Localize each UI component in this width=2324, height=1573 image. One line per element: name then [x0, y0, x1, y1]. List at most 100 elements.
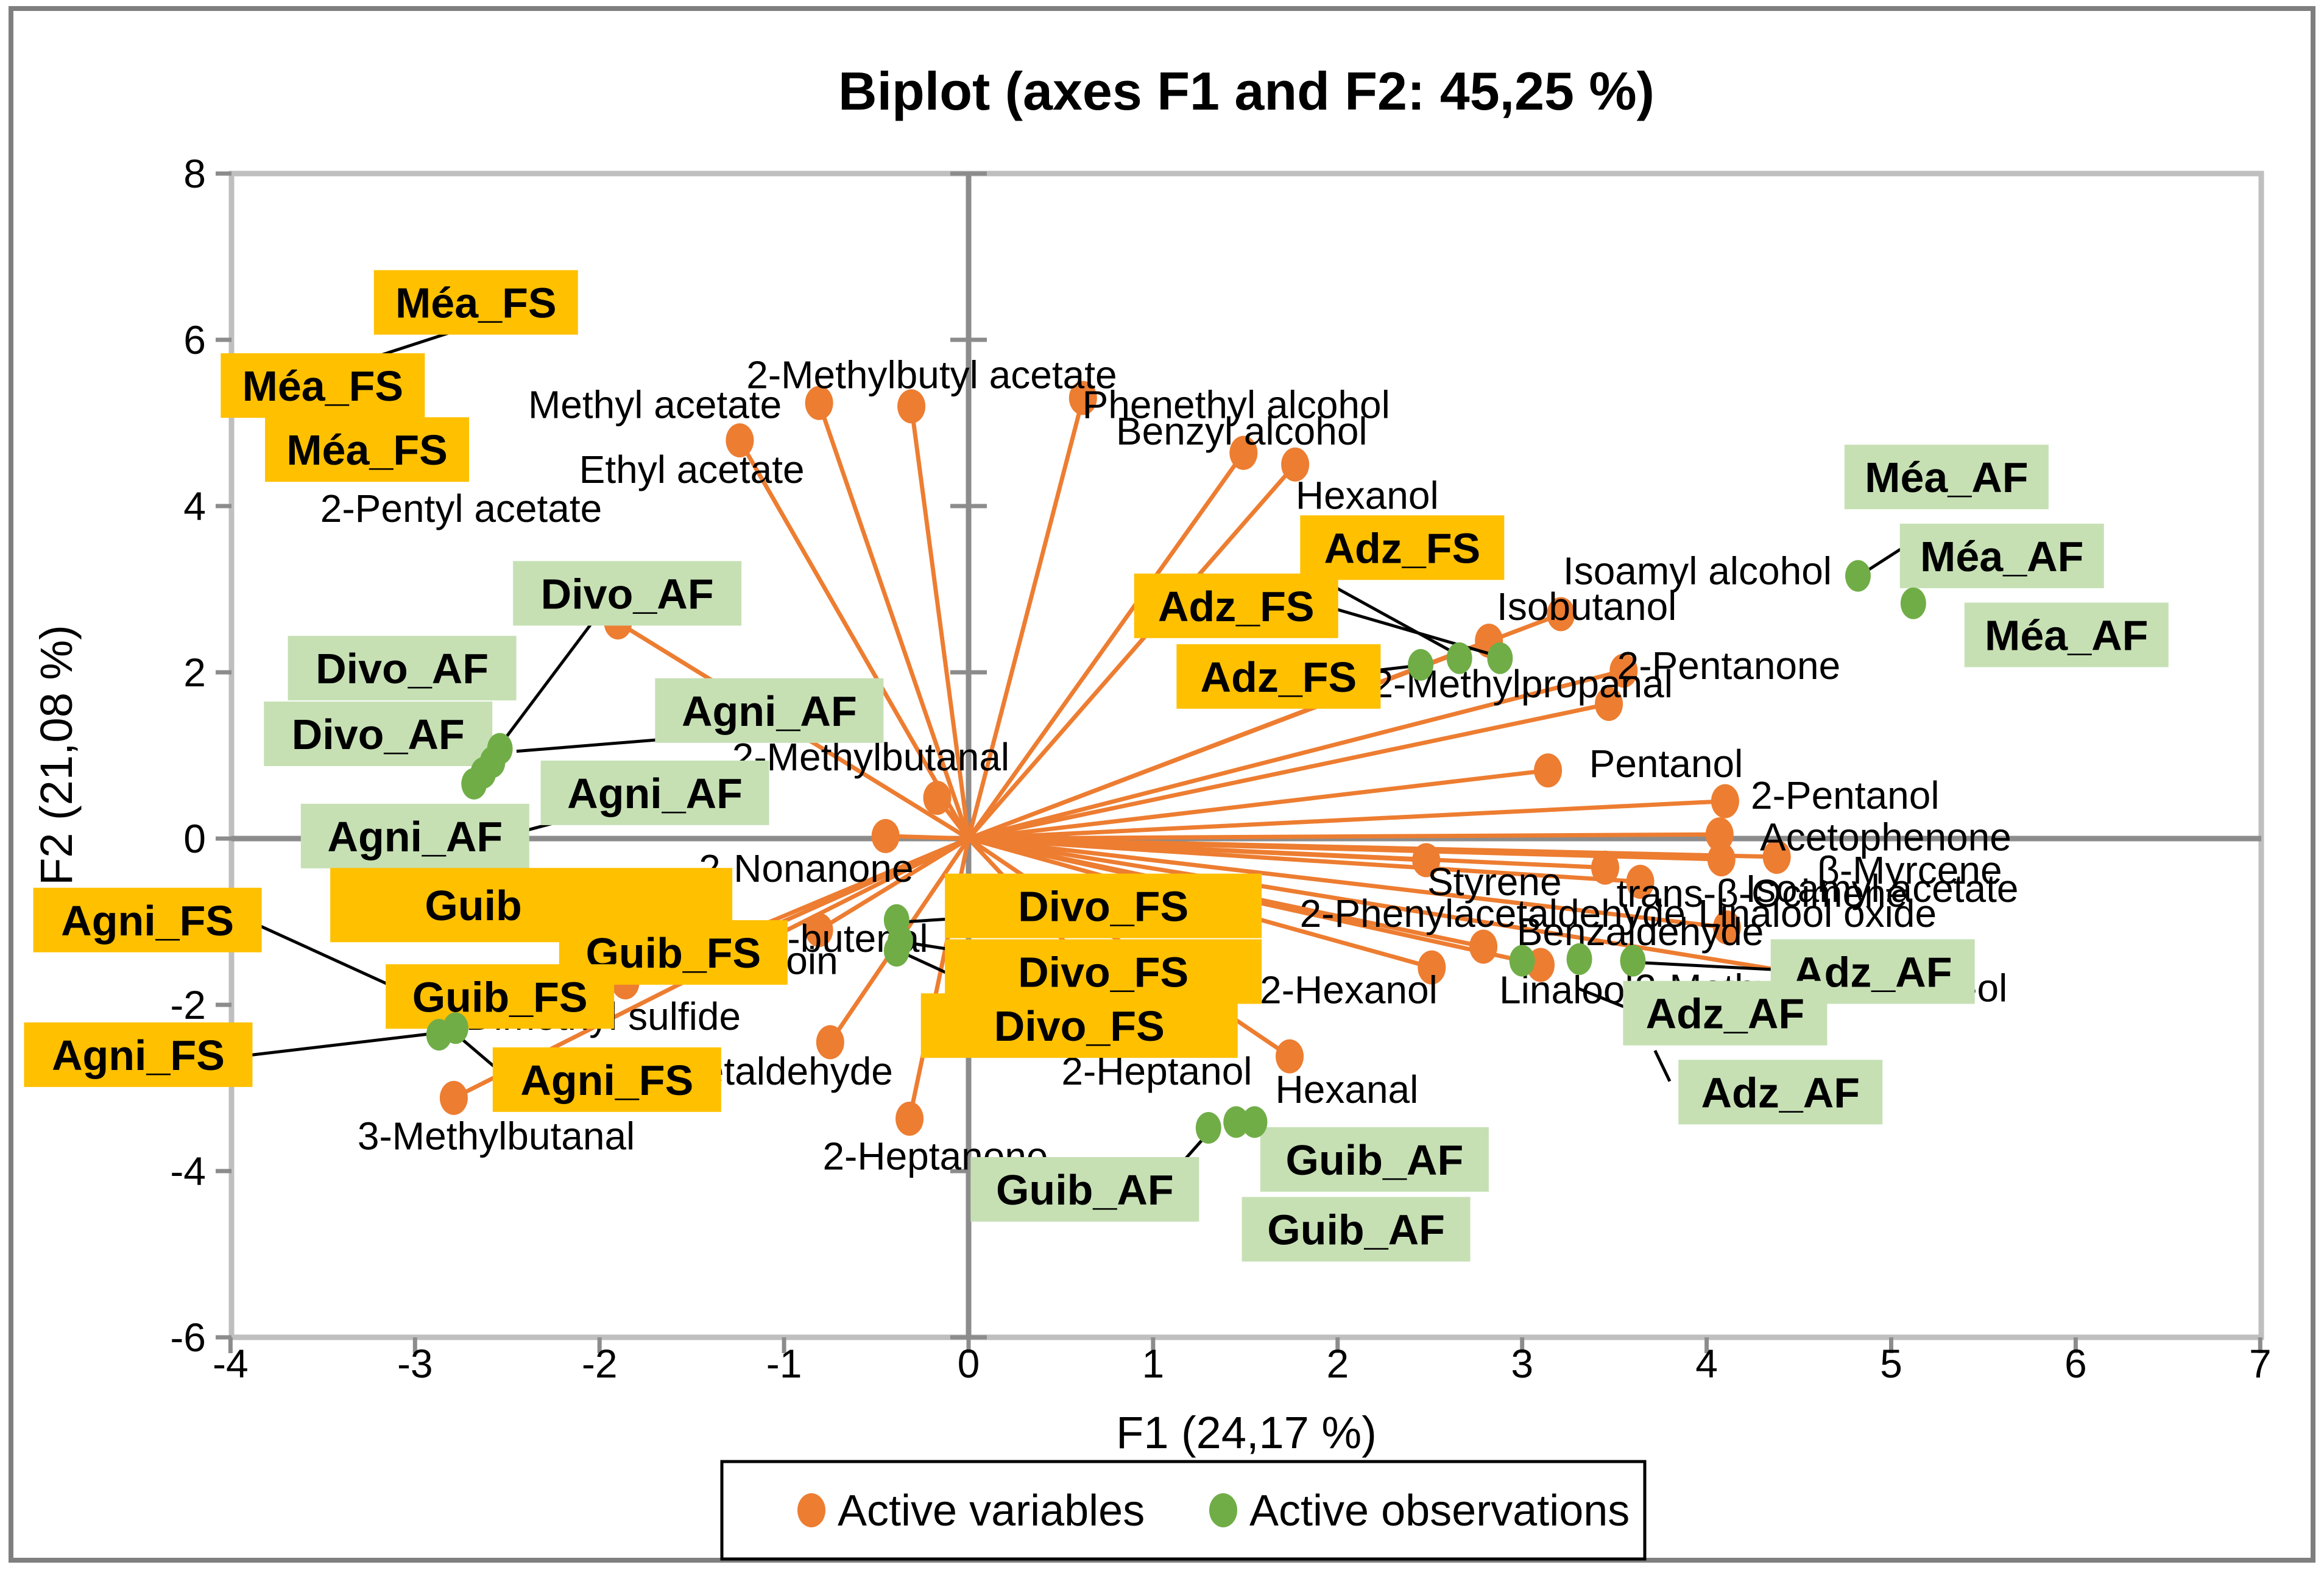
variable-dot — [1547, 597, 1575, 632]
variable-label: 3-Methylbutanal — [358, 1114, 635, 1158]
observation-box-label: Guib — [425, 882, 521, 929]
observation-box-label: Divo_FS — [1018, 883, 1188, 931]
variable-label: Isobutanol — [1497, 585, 1676, 628]
variable-dot — [816, 1025, 844, 1060]
observation-box — [300, 803, 529, 868]
observation-dot — [1845, 560, 1871, 592]
variable-dot — [1412, 843, 1441, 878]
observation-box — [492, 1047, 721, 1112]
leader-line — [1326, 581, 1460, 657]
observation-box-label: Méa_AF — [1985, 612, 2148, 660]
variable-dot — [1711, 784, 1739, 818]
observation-box-label: Guib_AF — [1286, 1136, 1464, 1184]
y-tick-label: -4 — [170, 1149, 206, 1194]
observation-box-label: Méa_FS — [242, 362, 404, 410]
x-tick-label: 7 — [2249, 1341, 2272, 1386]
observation-box-label: Méa_FS — [286, 426, 448, 474]
variable-label: 2-Pentanone — [1617, 644, 1841, 688]
legend-box: Active variables Active observations — [720, 1460, 1647, 1561]
observation-box — [33, 887, 262, 952]
y-tick-label: 2 — [183, 650, 206, 695]
variable-label: 2-Phenylacetaldehyde — [1300, 892, 1686, 935]
x-tick-label: -1 — [766, 1341, 802, 1386]
legend-active-observations-label: Active observations — [1249, 1487, 1630, 1535]
observation-box — [1678, 1060, 1883, 1125]
variable-vector-line — [968, 768, 1549, 841]
x-tick-label: -3 — [397, 1341, 433, 1386]
variable-label: 2-Pentanol — [1751, 773, 1940, 817]
leader-line — [498, 624, 592, 747]
observation-box — [1260, 1127, 1489, 1192]
variable-dot — [1534, 753, 1563, 788]
variable-dot — [439, 1080, 468, 1115]
observation-box — [540, 760, 769, 825]
variable-dot — [1595, 686, 1623, 721]
observation-box — [1899, 523, 2104, 588]
observation-box-label: Guib_AF — [1267, 1206, 1445, 1254]
variable-dot — [895, 1102, 924, 1136]
x-tick-label: 2 — [1326, 1341, 1349, 1386]
observation-box-label: Divo_AF — [292, 711, 465, 758]
observation-box — [920, 993, 1238, 1058]
observation-box-label: Adz_AF — [1701, 1069, 1860, 1116]
leader-line — [516, 737, 670, 753]
observation-box — [1300, 515, 1505, 580]
observation-box-label: Méa_FS — [395, 280, 557, 327]
variable-label: Benzaldehyde — [1517, 910, 1764, 954]
x-tick-label: -4 — [213, 1341, 249, 1386]
variable-dot — [1609, 653, 1638, 688]
observation-box — [1623, 980, 1828, 1046]
observation-box-label: Guib_FS — [585, 929, 761, 977]
variable-dot — [805, 913, 833, 948]
observation-box-label: Adz_FS — [1324, 524, 1480, 572]
observation-box-label: Agni_AF — [567, 770, 743, 817]
observation-box-label: Divo_FS — [1018, 948, 1188, 996]
leader-line — [381, 331, 449, 356]
variable-dot — [1418, 950, 1446, 985]
observation-box — [1964, 602, 2169, 667]
observation-box — [1176, 644, 1381, 709]
observation-box-label: Divo_FS — [994, 1002, 1165, 1050]
observation-dot — [1900, 587, 1926, 619]
observation-box — [655, 678, 884, 743]
observation-dot — [442, 1012, 468, 1044]
observation-box — [945, 873, 1262, 938]
variable-label: trans-β-Ocimene — [1617, 871, 1908, 915]
observation-box-label: Divo_AF — [541, 570, 714, 618]
variable-label: 2-Pentyl acetate — [320, 487, 602, 530]
x-tick-label: 1 — [1142, 1341, 1165, 1386]
variable-vector-line — [968, 702, 1609, 841]
observation-dot — [1566, 943, 1592, 975]
variable-vector-line — [967, 451, 1246, 840]
observation-box — [513, 561, 742, 626]
leader-line — [239, 1032, 430, 1058]
variable-dot — [1068, 381, 1097, 415]
variable-dot — [897, 389, 926, 424]
variable-dot — [1762, 840, 1791, 874]
chart-title: Biplot (axes F1 and F2: 45,25 %) — [838, 61, 1655, 121]
variable-vector-line — [909, 406, 971, 839]
y-tick-label: 0 — [183, 816, 206, 861]
variable-vector-line — [968, 668, 1625, 841]
x-tick-label: -2 — [582, 1341, 618, 1386]
x-axis-title: F1 (24,17 %) — [1116, 1407, 1377, 1458]
observation-box-label: Agni_AF — [682, 688, 857, 735]
variable-vector-line — [966, 397, 1086, 839]
observation-box-label: Méa_AF — [1920, 533, 2083, 580]
variable-label: Styrene — [1427, 860, 1562, 904]
y-tick-label: -2 — [170, 982, 206, 1027]
variable-dot — [805, 385, 833, 420]
figure-border — [9, 6, 2315, 1563]
y-tick-label: 4 — [183, 484, 206, 529]
observation-dot — [1408, 649, 1434, 681]
legend-active-observations-dot — [1209, 1493, 1237, 1527]
leader-line — [1636, 960, 1781, 972]
observation-box-label: Agni_FS — [61, 897, 234, 945]
observation-box-label: Adz_FS — [1201, 653, 1357, 701]
x-tick-label: 3 — [1511, 1341, 1533, 1386]
variable-label: Acetophenone — [1760, 815, 2011, 859]
variable-label: β-Myrcene — [1817, 848, 2002, 892]
observation-box — [1134, 573, 1338, 638]
observation-box — [288, 636, 517, 701]
